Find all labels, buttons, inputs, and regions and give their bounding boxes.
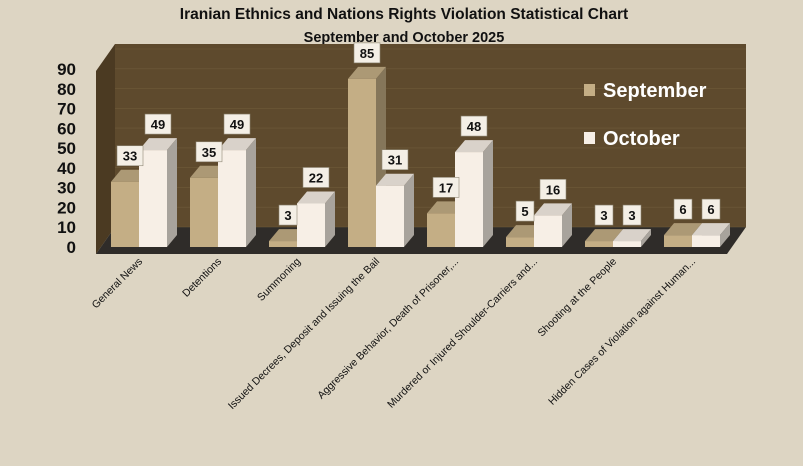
data-label: 3 bbox=[622, 204, 642, 226]
data-label: 35 bbox=[195, 141, 223, 163]
data-label: 16 bbox=[539, 179, 567, 200]
y-tick-label: 90 bbox=[57, 60, 76, 79]
y-tick-label: 0 bbox=[67, 238, 76, 257]
y-tick-label: 30 bbox=[57, 179, 76, 198]
svg-text:49: 49 bbox=[230, 117, 244, 132]
svg-text:3: 3 bbox=[600, 208, 607, 223]
svg-text:48: 48 bbox=[467, 119, 481, 134]
chart-side-wall bbox=[96, 44, 115, 254]
svg-text:49: 49 bbox=[151, 117, 165, 132]
y-tick-label: 60 bbox=[57, 119, 76, 138]
bar-september-3 bbox=[348, 66, 386, 247]
y-tick-label: 40 bbox=[57, 159, 76, 178]
y-tick-label: 20 bbox=[57, 198, 76, 217]
bar-october-5 bbox=[534, 203, 572, 247]
data-label: 17 bbox=[432, 177, 460, 198]
data-label: 22 bbox=[302, 167, 330, 188]
svg-text:33: 33 bbox=[123, 149, 137, 164]
x-category-label: Issued Decrees, Deposit and Issuing the … bbox=[226, 256, 382, 412]
svg-text:85: 85 bbox=[360, 46, 374, 61]
bars bbox=[111, 66, 730, 247]
data-label: 31 bbox=[381, 149, 409, 170]
x-category-label: Shooting at the People bbox=[535, 256, 619, 340]
bar-october-1 bbox=[218, 138, 256, 247]
legend-swatch-september bbox=[584, 84, 595, 96]
bar-october-0 bbox=[139, 138, 177, 247]
bar-october-4 bbox=[455, 140, 493, 247]
legend-label-october: October bbox=[603, 128, 680, 150]
bar-october-6 bbox=[613, 229, 651, 247]
data-label: 48 bbox=[460, 115, 488, 137]
legend-swatch-october bbox=[584, 132, 595, 144]
legend-label-september: September bbox=[603, 80, 707, 102]
y-tick-label: 50 bbox=[57, 139, 76, 158]
svg-text:31: 31 bbox=[388, 153, 402, 168]
data-label: 6 bbox=[701, 198, 721, 220]
x-category-label: Murdered or Injured Shoulder-Carriers an… bbox=[385, 256, 540, 411]
x-category-label: Hidden Cases of Violation against Human.… bbox=[546, 256, 698, 408]
y-tick-label: 10 bbox=[57, 218, 76, 237]
chart-subtitle: September and October 2025 bbox=[304, 30, 505, 46]
svg-text:3: 3 bbox=[284, 208, 291, 223]
x-category-label: Detentions bbox=[180, 256, 224, 300]
svg-text:22: 22 bbox=[309, 170, 323, 185]
legend: September October bbox=[584, 80, 707, 150]
data-label: 3 bbox=[594, 204, 614, 226]
data-label: 33 bbox=[116, 145, 144, 167]
data-label: 6 bbox=[673, 198, 693, 220]
x-category-label: General News bbox=[90, 256, 146, 312]
svg-text:35: 35 bbox=[202, 145, 216, 160]
data-label: 49 bbox=[223, 113, 251, 135]
y-tick-label: 70 bbox=[57, 100, 76, 119]
svg-text:5: 5 bbox=[521, 204, 528, 219]
x-category-label: Aggressive Behavior, Death of Prisoner,.… bbox=[315, 256, 461, 402]
bar-october-2 bbox=[297, 191, 335, 247]
x-category-label: Summoning bbox=[255, 256, 303, 304]
chart-title: Iranian Ethnics and Nations Rights Viola… bbox=[180, 6, 628, 23]
svg-text:16: 16 bbox=[546, 182, 560, 197]
chart-floor bbox=[96, 227, 746, 254]
svg-text:3: 3 bbox=[628, 208, 635, 223]
svg-text:6: 6 bbox=[707, 202, 714, 217]
bar-october-3 bbox=[376, 173, 414, 247]
data-label: 5 bbox=[515, 200, 535, 222]
svg-text:6: 6 bbox=[679, 202, 686, 217]
data-label: 3 bbox=[278, 204, 298, 226]
bar-october-7 bbox=[692, 223, 730, 247]
svg-text:17: 17 bbox=[439, 180, 453, 195]
y-tick-label: 80 bbox=[57, 80, 76, 99]
data-label: 85 bbox=[353, 42, 381, 64]
data-label: 49 bbox=[144, 113, 172, 135]
